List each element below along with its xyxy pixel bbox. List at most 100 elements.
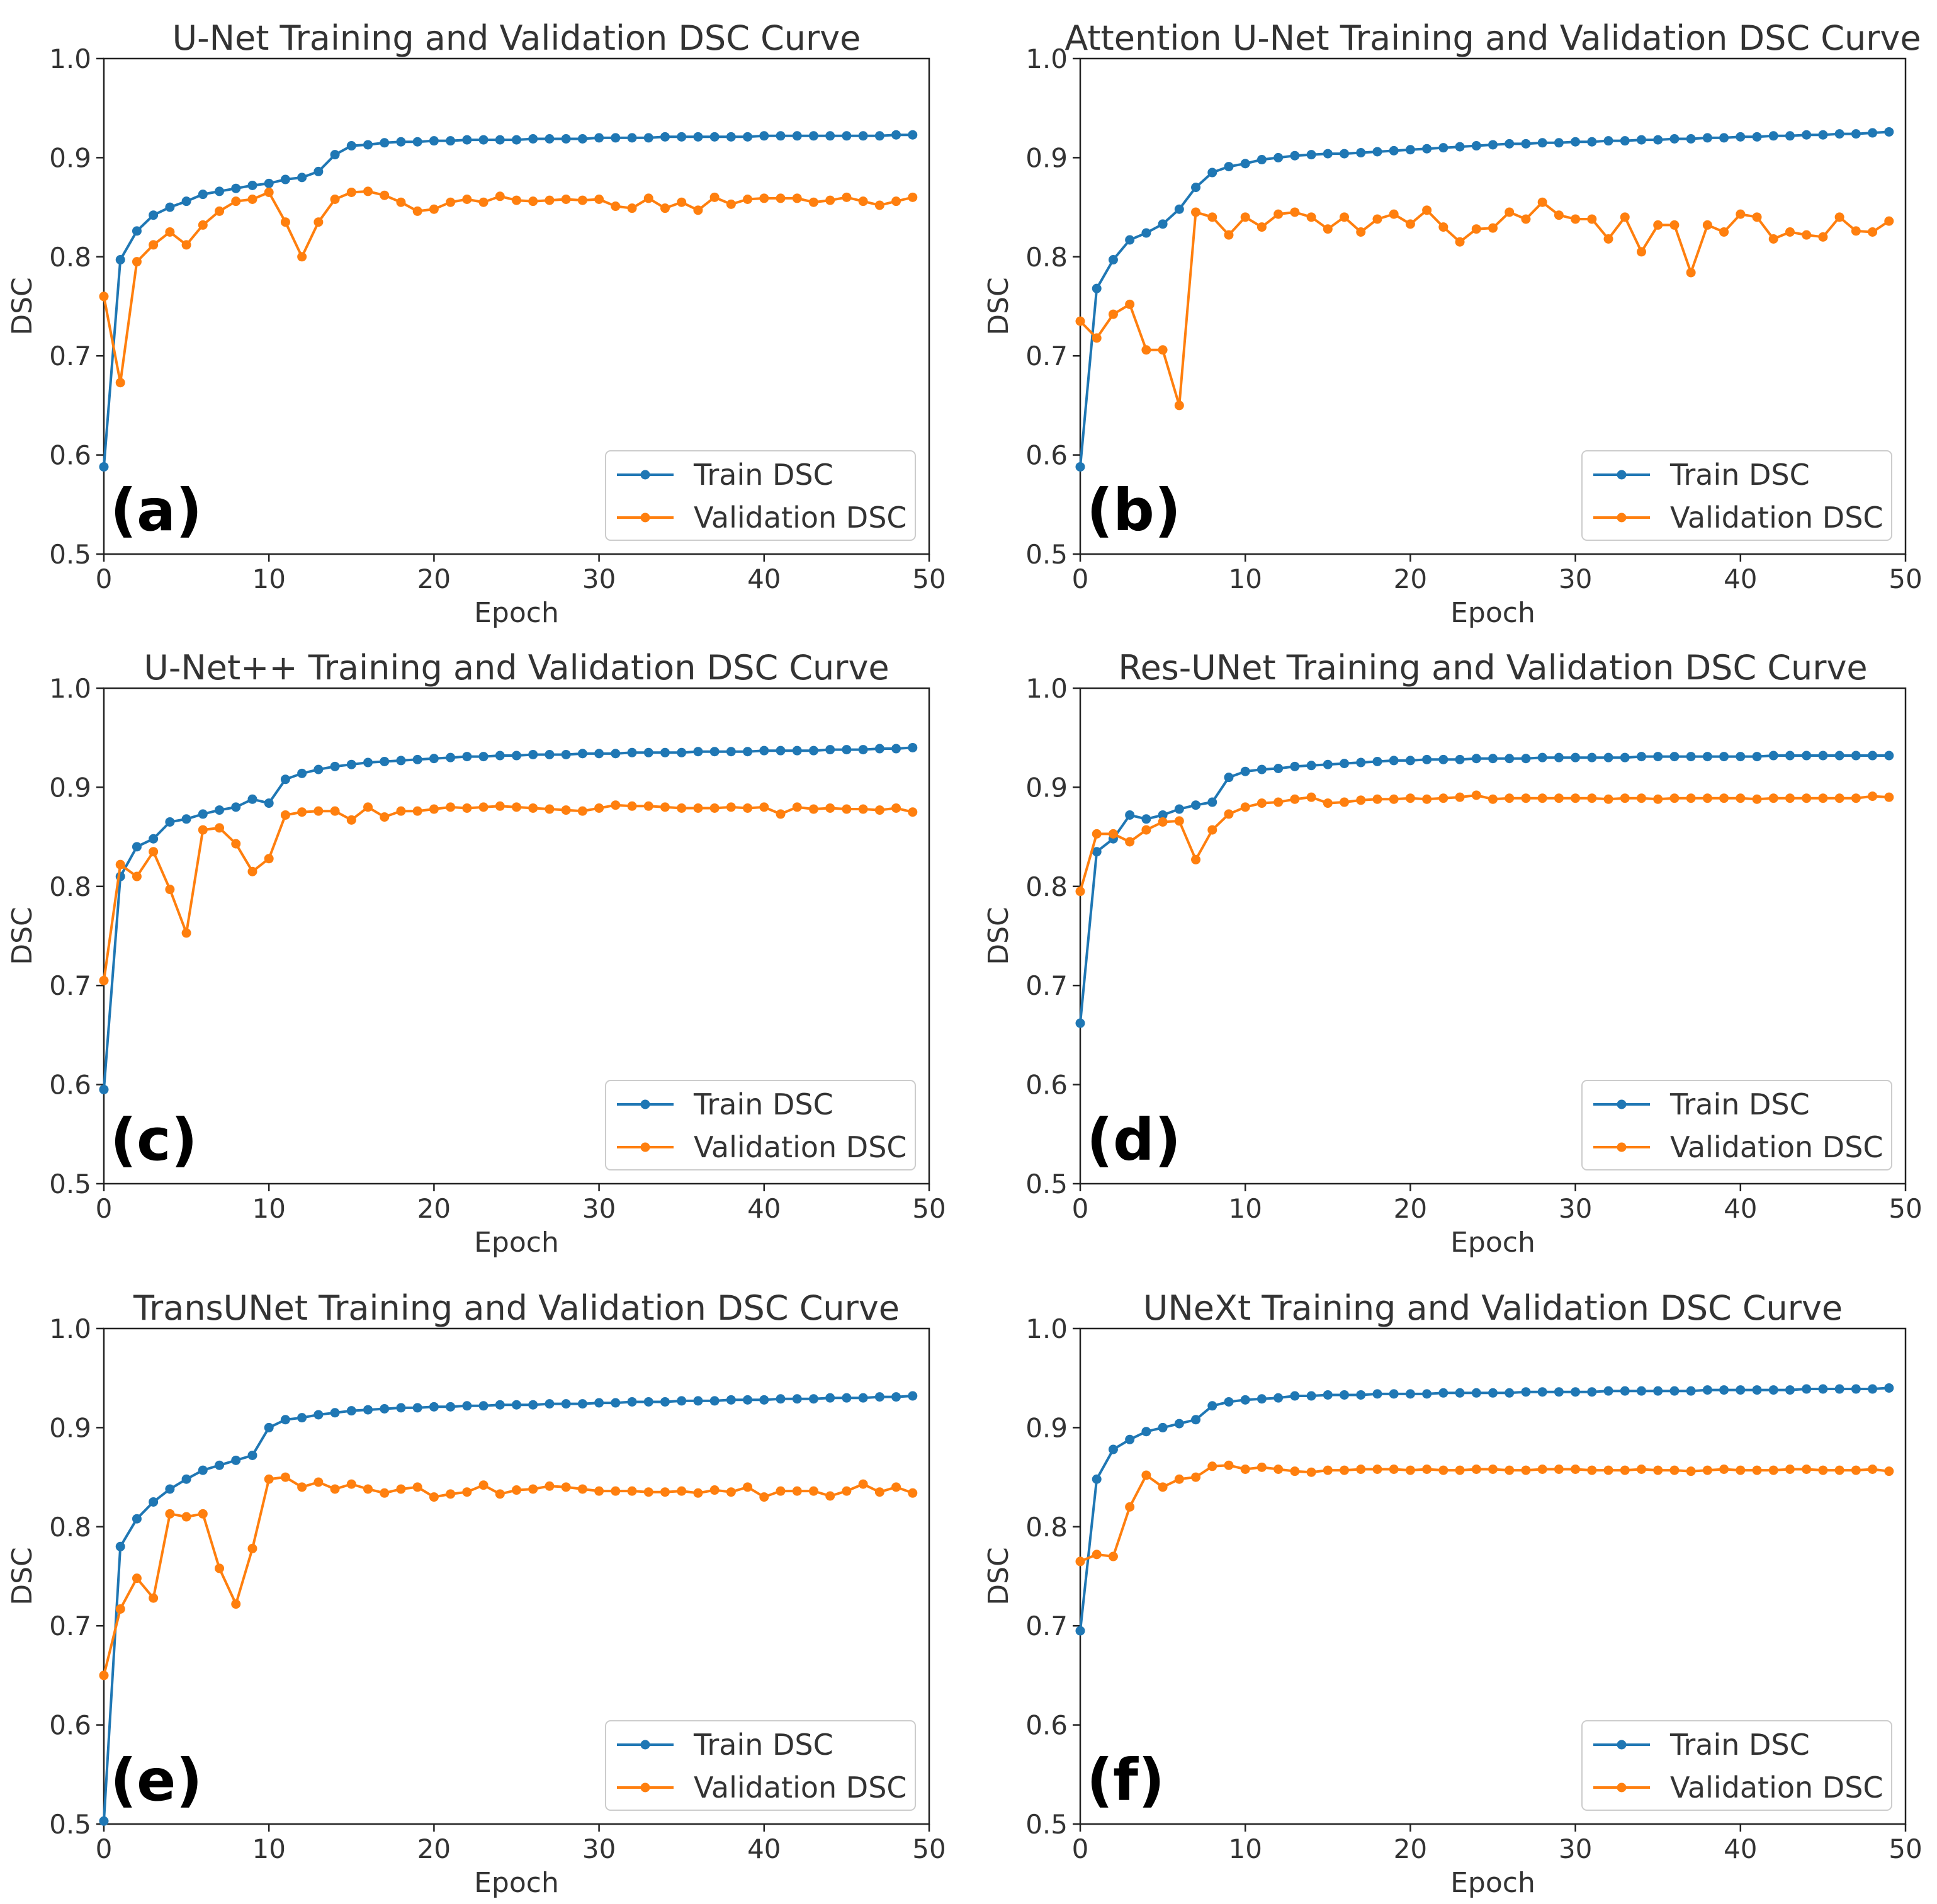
data-point <box>545 133 555 144</box>
legend-box <box>605 1720 916 1811</box>
data-point <box>1884 127 1894 137</box>
data-point <box>1471 790 1481 800</box>
data-point <box>842 745 852 755</box>
data-point <box>280 810 290 820</box>
data-point <box>1537 752 1547 762</box>
data-point <box>1158 810 1168 820</box>
chart-title: U-Net++ Training and Validation DSC Curv… <box>144 648 889 688</box>
chart-title: Res-UNet Training and Validation DSC Cur… <box>1118 648 1867 688</box>
data-point <box>1306 1391 1316 1401</box>
data-point <box>380 138 390 148</box>
data-point <box>1075 462 1085 472</box>
data-point <box>891 1392 901 1402</box>
data-point <box>115 1541 125 1551</box>
data-point <box>1752 1465 1762 1475</box>
data-point <box>1405 219 1415 229</box>
data-point <box>1290 207 1300 217</box>
data-point <box>99 462 109 472</box>
data-point <box>1372 794 1382 804</box>
y-tick-label: 0.5 <box>1025 1169 1068 1199</box>
legend-label: Train DSC <box>1669 1728 1810 1762</box>
data-point <box>709 803 720 813</box>
data-point <box>1125 299 1135 309</box>
x-tick-label: 10 <box>1228 1193 1262 1224</box>
data-point <box>611 1486 621 1496</box>
data-point <box>1438 793 1449 803</box>
data-point <box>1092 283 1102 293</box>
data-point <box>1702 1465 1712 1475</box>
data-point <box>1768 1385 1778 1395</box>
data-point <box>1702 220 1712 230</box>
data-point <box>313 806 324 816</box>
data-point <box>776 745 786 756</box>
data-point <box>115 378 125 388</box>
y-tick-label: 0.6 <box>49 440 91 471</box>
data-point <box>297 1413 307 1423</box>
data-point <box>313 217 324 227</box>
data-point <box>726 747 736 757</box>
data-point <box>280 774 290 785</box>
data-point <box>1818 232 1828 242</box>
x-axis-label: Epoch <box>1450 597 1535 629</box>
data-point <box>1669 752 1680 762</box>
data-point <box>643 133 653 143</box>
data-point <box>1851 793 1861 803</box>
data-point <box>1768 234 1778 244</box>
data-point <box>611 749 621 759</box>
data-point <box>842 1486 852 1496</box>
x-tick-label: 50 <box>1889 1193 1922 1224</box>
data-point <box>1273 1465 1284 1475</box>
data-point <box>759 802 769 812</box>
data-point <box>478 197 488 207</box>
data-point <box>1603 234 1613 244</box>
x-tick-label: 10 <box>252 1833 285 1864</box>
legend-box <box>605 450 916 541</box>
data-point <box>297 252 307 262</box>
data-point <box>1240 802 1250 812</box>
legend-swatch-marker <box>640 1142 650 1152</box>
data-point <box>1174 816 1184 826</box>
data-point <box>231 839 241 849</box>
chart-title: TransUNet Training and Validation DSC Cu… <box>133 1288 900 1328</box>
data-point <box>1669 133 1680 144</box>
data-point <box>908 742 918 752</box>
data-point <box>1851 1465 1861 1475</box>
panel-label: (e) <box>110 1747 203 1814</box>
legend-box <box>605 1080 916 1170</box>
data-point <box>858 1393 868 1403</box>
data-point <box>1224 1460 1234 1470</box>
data-point <box>412 137 422 147</box>
data-point <box>891 744 901 754</box>
legend-label: Validation DSC <box>694 1130 907 1164</box>
chart-panel-6: UNeXt Training and Validation DSC Curve 0… <box>983 1288 1923 1899</box>
data-point <box>1240 766 1250 776</box>
y-tick-label: 0.9 <box>1025 772 1068 803</box>
x-tick-label: 20 <box>1394 1833 1427 1864</box>
series-train <box>1075 1383 1894 1636</box>
data-point <box>181 240 191 250</box>
data-point <box>165 885 175 895</box>
data-point <box>264 854 274 864</box>
data-point <box>1224 230 1234 240</box>
data-point <box>215 805 225 815</box>
data-point <box>842 192 852 202</box>
data-point <box>330 1484 340 1494</box>
y-tick-label: 0.9 <box>49 772 91 803</box>
data-point <box>1505 754 1515 764</box>
x-tick-label: 30 <box>582 564 616 594</box>
data-point <box>363 1484 373 1494</box>
series-line <box>103 1476 913 1676</box>
data-point <box>908 192 918 202</box>
data-point <box>1290 1391 1300 1401</box>
data-point <box>198 1509 208 1519</box>
data-point <box>528 1484 538 1494</box>
data-point <box>313 1410 324 1420</box>
data-point <box>1603 1465 1613 1475</box>
data-point <box>842 1393 852 1403</box>
data-point <box>1471 754 1481 764</box>
data-point <box>1141 1470 1151 1480</box>
series-line <box>1079 130 1889 467</box>
data-point <box>1356 1390 1366 1400</box>
data-point <box>627 801 637 811</box>
data-point <box>1471 1465 1481 1475</box>
